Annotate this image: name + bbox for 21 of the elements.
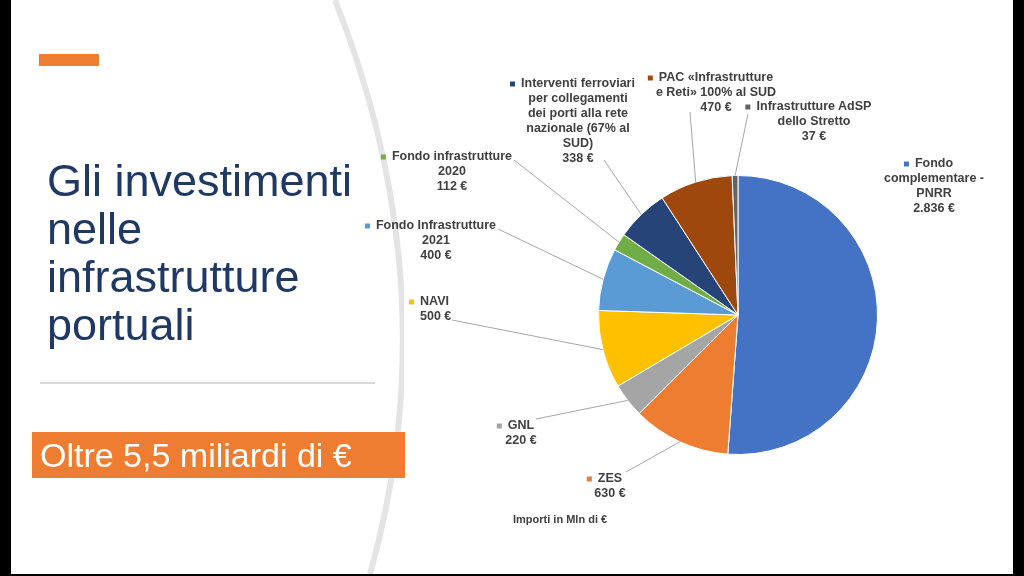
text: Gli investimenti nelle infrastrutture portuali	[47, 155, 353, 350]
legend-label: ZES	[597, 471, 623, 486]
legend-label: GNL	[507, 418, 535, 433]
legend-label: Interventi ferroviari per collegamenti dei porti alla rete nazionale (67% al SUD)	[521, 76, 635, 151]
legend-label: Fondo Infrastrutture 2021	[375, 218, 497, 248]
legend-label: NAVI	[420, 294, 449, 309]
data-label: 37 €	[801, 129, 827, 144]
text: Importi in Mln di €	[513, 513, 608, 525]
legend-label: PAC «Infrastrutture e Reti» 100% al SUD	[655, 70, 777, 100]
data-label: 630 €	[594, 486, 626, 501]
text: Oltre 5,5 miliardi di €	[40, 435, 352, 475]
data-label: 338 €	[562, 151, 594, 166]
data-label: 500 €	[420, 309, 452, 324]
data-label: 220 €	[505, 433, 537, 448]
data-label: 2.836 €	[913, 201, 955, 216]
data-label: 470 €	[700, 100, 732, 115]
legend-label: Infrastrutture AdSP dello Stretto	[756, 99, 872, 129]
legend-label: Fondo infrastrutture 2020	[391, 149, 513, 179]
legend-label: Fondo complementare - PNRR	[883, 156, 985, 201]
data-label: 400 €	[420, 248, 452, 263]
data-label: 112 €	[436, 179, 468, 194]
